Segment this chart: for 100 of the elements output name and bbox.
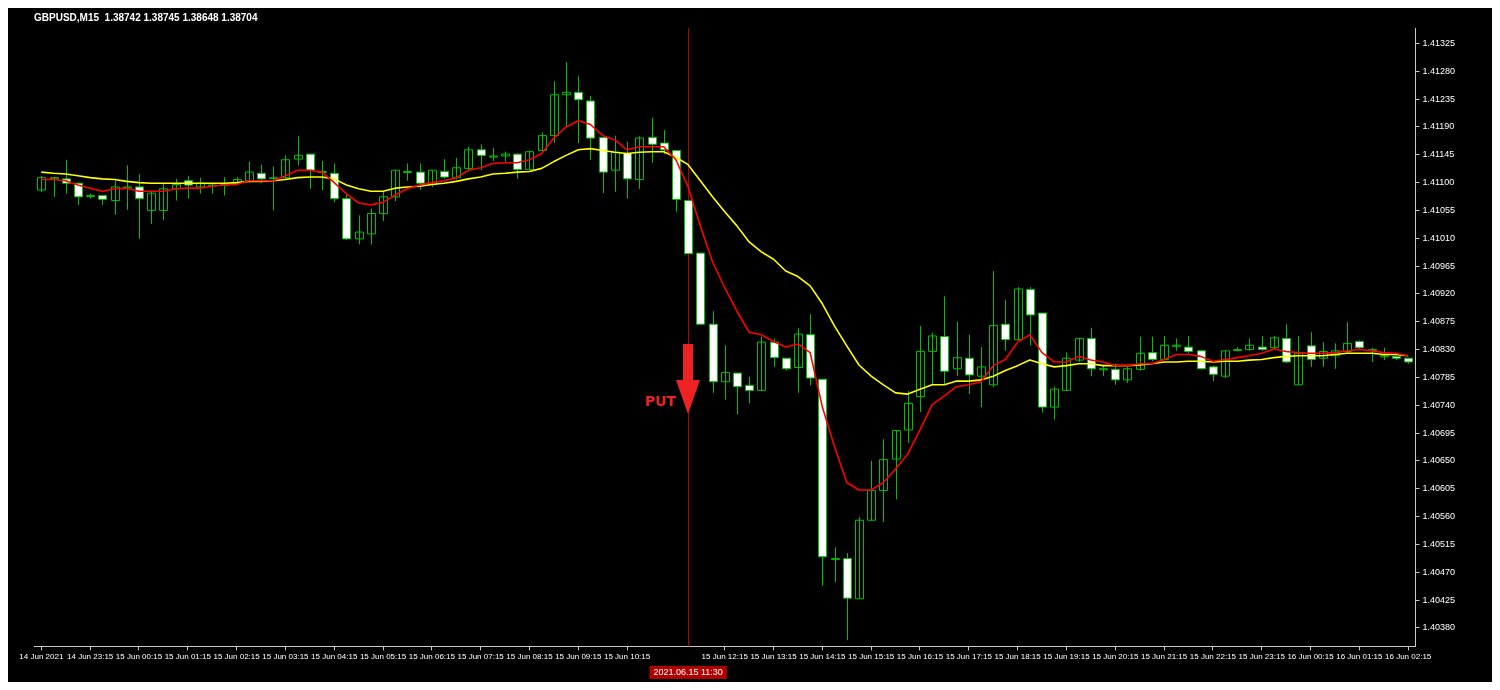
candlestick: [477, 143, 486, 171]
candlestick: [1221, 350, 1230, 379]
x-tick-label: 15 Jun 03:15: [262, 652, 310, 662]
x-tick-label: 15 Jun 14:15: [799, 652, 847, 662]
candlestick: [1172, 337, 1181, 352]
y-tick-label: 1.40875: [1422, 316, 1456, 327]
candlestick: [562, 61, 571, 127]
candlestick: [1331, 342, 1340, 370]
candlestick: [391, 169, 400, 202]
candlestick: [245, 161, 254, 184]
y-tick-label: 1.40830: [1422, 344, 1456, 355]
candlestick: [904, 390, 913, 444]
candlestick: [635, 135, 644, 190]
candlestick: [916, 325, 925, 413]
x-tick-label: 15 Jun 17:15: [945, 652, 993, 662]
candlestick: [525, 149, 534, 171]
candlestick: [794, 327, 803, 394]
x-tick-label: 15 Jun 08:15: [506, 652, 554, 662]
x-tick-label: 14 Jun 2021: [19, 652, 64, 662]
candlestick: [611, 135, 620, 193]
x-tick-label: 15 Jun 07:15: [457, 652, 505, 662]
candlestick: [989, 270, 998, 388]
y-tick-label: 1.40740: [1422, 399, 1456, 410]
candlestick: [928, 332, 937, 386]
x-tick-label: 15 Jun 18:15: [994, 652, 1042, 662]
x-tick-label: 16 Jun 02:15: [1385, 652, 1432, 662]
chart-title: GBPUSD,M15 1.38742 1.38745 1.38648 1.38704: [34, 11, 258, 23]
x-tick-label: 16 Jun 00:15: [1287, 652, 1335, 662]
x-tick-label: 15 Jun 13:15: [750, 652, 798, 662]
x-tick-label: 15 Jun 20:15: [1092, 652, 1139, 662]
x-tick-label: 15 Jun 10:15: [603, 652, 651, 662]
y-tick-label: 1.40785: [1422, 371, 1456, 382]
annotation: PUT: [644, 392, 677, 409]
x-tick-label: 15 Jun 21:15: [1140, 652, 1188, 662]
candlestick: [538, 132, 547, 153]
y-tick-label: 1.41235: [1422, 93, 1456, 104]
candlestick: [1062, 352, 1071, 392]
y-tick-label: 1.40425: [1422, 594, 1456, 605]
candlestick: [855, 516, 864, 600]
x-tick-label: 15 Jun 02:15: [213, 652, 261, 662]
candlestick: [294, 135, 303, 166]
candlestick: [892, 429, 901, 500]
y-tick-label: 1.41280: [1422, 65, 1456, 76]
candlestick: [1014, 286, 1023, 341]
candlestick: [977, 346, 986, 408]
candlestick: [1294, 335, 1303, 386]
candlestick: [879, 438, 888, 523]
x-tick-label: 15 Jun 22:15: [1189, 652, 1237, 662]
y-tick-label: 1.40515: [1422, 538, 1456, 549]
x-tick-label: 15 Jun 00:15: [115, 652, 163, 662]
candlestick: [1245, 337, 1254, 352]
candlestick: [953, 321, 962, 377]
candlestick: [1160, 335, 1169, 361]
candlestick: [159, 182, 168, 221]
x-tick-label: 15 Jun 15:15: [848, 652, 895, 662]
y-tick-label: 1.41145: [1422, 149, 1455, 160]
x-tick-label: 15 Jun 09:15: [555, 652, 602, 662]
y-tick-label: 1.40695: [1422, 427, 1456, 438]
x-tick-label: 15 Jun 12:15: [701, 652, 749, 662]
candlestick: [1075, 337, 1084, 363]
y-tick-label: 1.41100: [1422, 177, 1455, 188]
ref-line-label: 2021.06.15 11:30: [653, 667, 723, 678]
candlestick: [721, 344, 730, 401]
y-tick-label: 1.41325: [1422, 37, 1456, 48]
candlestick: [172, 178, 181, 202]
x-tick-label: 15 Jun 04:15: [311, 652, 358, 662]
candlestick: [550, 80, 559, 144]
candlestick: [464, 146, 473, 171]
x-tick-label: 16 Jun 01:15: [1336, 652, 1384, 662]
x-tick-label: 15 Jun 16:15: [896, 652, 944, 662]
candlestick: [1319, 341, 1328, 368]
candlestick: [281, 154, 290, 180]
x-tick-label: 15 Jun 05:15: [359, 652, 407, 662]
y-tick-label: 1.40920: [1422, 288, 1456, 299]
candlestick: [867, 460, 876, 521]
candlestick: [1343, 321, 1352, 354]
y-tick-label: 1.40965: [1422, 260, 1456, 271]
candlestick: [111, 180, 120, 216]
y-tick-label: 1.40605: [1422, 483, 1456, 494]
candlestick: [1148, 336, 1157, 362]
x-tick-label: 15 Jun 06:15: [408, 652, 456, 662]
y-tick-label: 1.40470: [1422, 566, 1456, 577]
candlestick: [831, 546, 840, 583]
candlestick: [403, 162, 412, 182]
y-tick-label: 1.41010: [1422, 232, 1456, 243]
candlestick: [757, 336, 766, 392]
candlestick: [1050, 386, 1059, 420]
y-tick-label: 1.40560: [1422, 511, 1456, 522]
y-tick-label: 1.41190: [1422, 121, 1455, 132]
candlestick: [452, 157, 461, 181]
candlestick: [50, 176, 59, 198]
x-tick-label: 15 Jun 01:15: [164, 652, 212, 662]
candlestick: [367, 208, 376, 245]
x-tick-label: 15 Jun 23:15: [1238, 652, 1286, 662]
y-tick-label: 1.40380: [1422, 622, 1456, 633]
candlestick: [147, 190, 156, 225]
y-tick-label: 1.40650: [1422, 455, 1456, 466]
candlestick: [379, 191, 388, 222]
candlestick: [355, 214, 364, 245]
candlestick: [269, 166, 278, 211]
